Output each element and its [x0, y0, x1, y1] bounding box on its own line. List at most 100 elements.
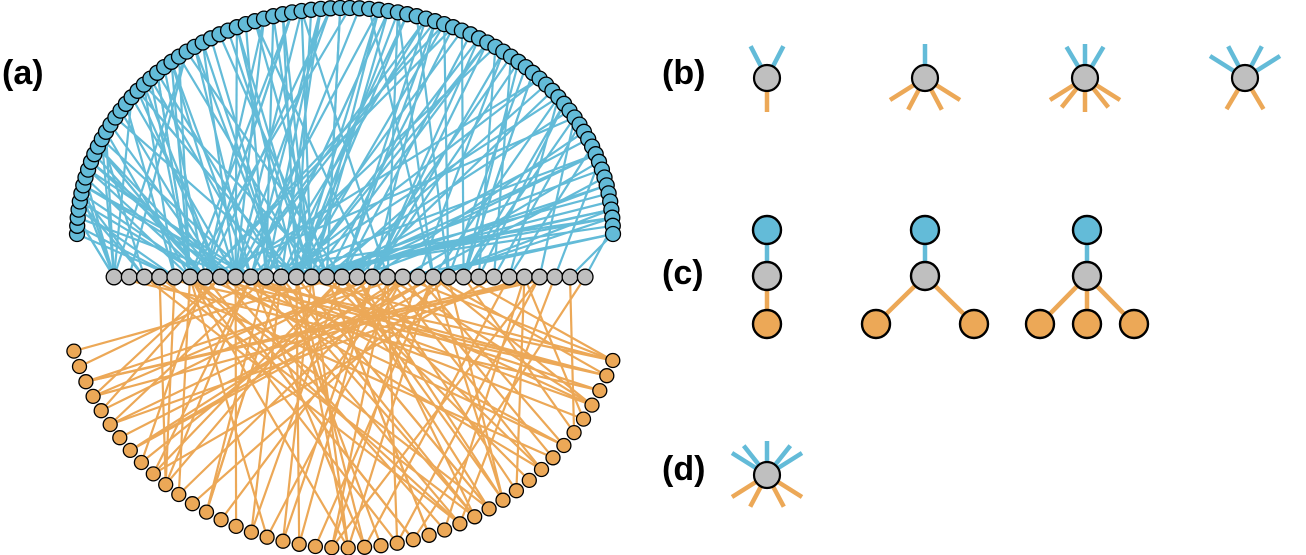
orange-edge [412, 276, 587, 541]
orange-node [102, 416, 118, 433]
blue-edge [142, 84, 176, 278]
gray-node [211, 268, 229, 286]
orange-node [545, 450, 561, 466]
blue-edge [128, 51, 188, 278]
gray-node [272, 268, 290, 286]
neighbor-motif-2 [860, 214, 990, 340]
orange-node [421, 527, 437, 543]
gray-node [424, 268, 442, 286]
orange-node-arc [66, 343, 621, 555]
orange-node [198, 504, 215, 520]
orange-edge [189, 276, 350, 549]
orange-node [145, 466, 161, 482]
blue-edge [311, 208, 612, 279]
orange-node [171, 486, 187, 503]
blue-edge [462, 116, 576, 278]
blue-edge [356, 184, 608, 279]
blue-edge [371, 51, 505, 278]
orange-edge [158, 276, 167, 485]
blue-edge [204, 26, 454, 278]
orange-edge [371, 276, 518, 492]
orange-node [356, 539, 373, 555]
gray-node [348, 268, 366, 286]
degree-motif-2 [888, 44, 962, 111]
blue-edge [264, 8, 322, 278]
blue-edge [112, 97, 133, 278]
panel-b-label: (b) [662, 54, 705, 92]
orange-node [584, 397, 600, 413]
blue-edge [295, 41, 489, 278]
gray-node [500, 268, 518, 286]
gray-node [485, 268, 503, 286]
gray-node [181, 268, 199, 286]
gray-node [196, 268, 214, 286]
gray-node [409, 268, 427, 286]
blue-edge [295, 37, 480, 278]
orange-edge [143, 275, 554, 459]
orange-node [324, 540, 340, 555]
blue-node [604, 225, 622, 243]
orange-node [533, 461, 550, 478]
orange-node [373, 538, 389, 554]
gray-center-node [910, 63, 940, 93]
orange-edge [363, 276, 511, 548]
orange-edge [432, 276, 505, 501]
blue-edge [371, 42, 489, 278]
orange-edge [189, 276, 490, 510]
blue-edge [149, 78, 192, 278]
orange-edge [341, 276, 504, 501]
blue-edge [109, 123, 222, 278]
blue-edge [553, 161, 601, 278]
gray-node [105, 268, 123, 286]
gray-node [166, 268, 184, 286]
blue-node-arc [68, 0, 622, 243]
orange-edge [113, 275, 601, 392]
orange-edge [159, 275, 608, 377]
orange-edge [177, 276, 192, 495]
blue-edge [234, 20, 436, 278]
blue-edge [119, 110, 222, 278]
blue-edge [80, 192, 146, 278]
blue-edge [280, 29, 463, 278]
blue-edge [234, 27, 238, 278]
blue-node [909, 214, 941, 246]
blue-edge [80, 192, 206, 278]
gray-center-node [1230, 63, 1260, 93]
blue-edge [508, 146, 594, 278]
blue-node [751, 214, 783, 246]
blue-edge [280, 77, 541, 278]
blue-edge [280, 13, 409, 278]
orange-edge [219, 276, 446, 531]
orange-node [605, 352, 621, 369]
neighbor-motif-1 [751, 214, 783, 340]
blue-edge [325, 26, 455, 278]
blue-edge [188, 12, 294, 278]
orange-edge [250, 276, 565, 447]
blue-edge [204, 23, 445, 278]
orange-edge [140, 276, 207, 463]
orange-edge [189, 276, 399, 544]
orange-node [599, 368, 615, 384]
blue-edge [341, 153, 597, 278]
blue-edge [79, 200, 206, 278]
orange-node [66, 343, 82, 359]
orange-node [85, 388, 101, 405]
orange-node [958, 308, 990, 340]
orange-node [566, 424, 582, 441]
orange-node [556, 437, 572, 454]
panel-c-neighbor-motifs [751, 214, 1150, 340]
blue-edge [100, 138, 146, 278]
orange-node [213, 512, 229, 528]
gray-node [561, 268, 579, 286]
orange-edge [219, 275, 584, 421]
orange-node [436, 522, 453, 538]
orange-node [1071, 308, 1103, 340]
orange-node [452, 516, 468, 532]
blue-edge [296, 192, 609, 279]
orange-edge [265, 276, 476, 518]
blue-edge [204, 116, 576, 279]
orange-edge [204, 276, 565, 447]
gray-node [576, 268, 594, 286]
orange-node [1024, 308, 1056, 340]
orange-edge [463, 276, 614, 362]
